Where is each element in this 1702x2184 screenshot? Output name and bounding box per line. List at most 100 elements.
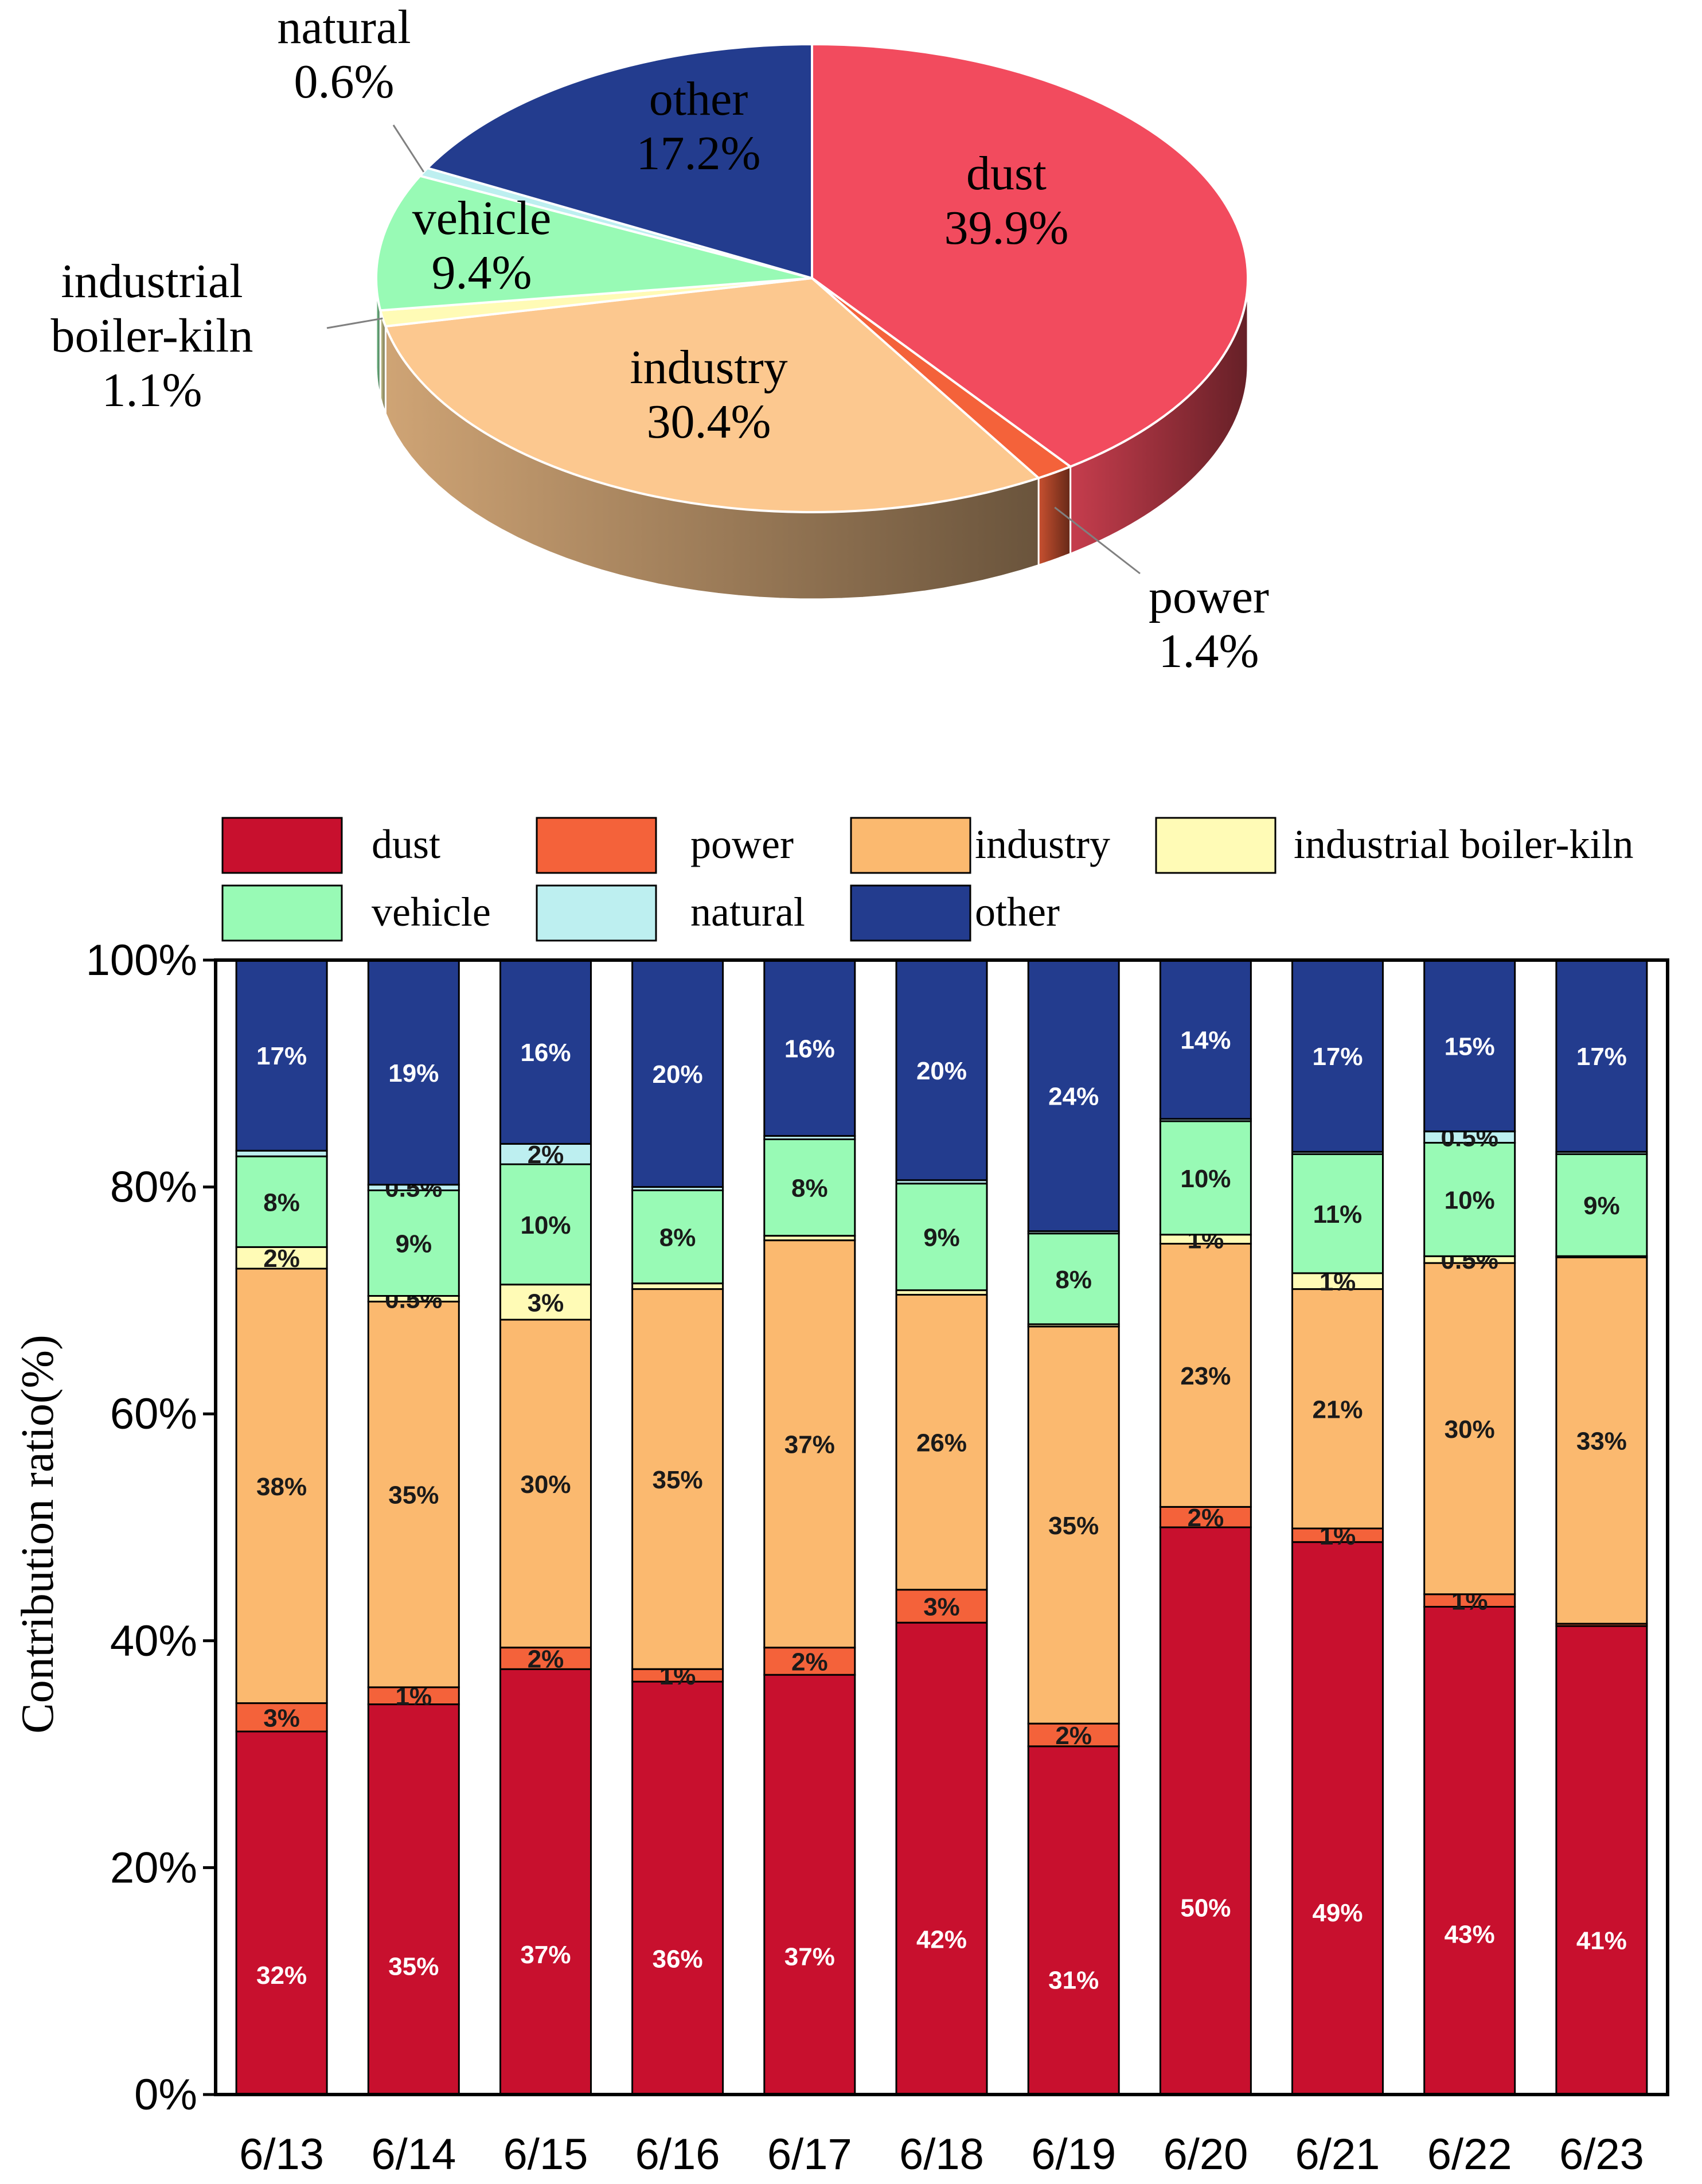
bar-segment-power — [895, 1589, 988, 1624]
data-label-vehicle: 8% — [1055, 1266, 1092, 1294]
y-tick-label: 0% — [134, 2070, 197, 2119]
pie-label-boiler: industrial boiler-kiln 1.1% — [51, 255, 253, 417]
bar-segment-vehicle — [1555, 1153, 1648, 1257]
data-label-dust: 32% — [256, 1961, 307, 1990]
pie-label-power: power 1.4% — [1149, 570, 1269, 678]
bar-segment-vehicle — [235, 1155, 328, 1248]
x-tick-label: 6/17 — [767, 2130, 852, 2179]
legend-label-industry: industry — [975, 821, 1110, 867]
data-label-industry: 35% — [388, 1481, 439, 1510]
bar-segment-power — [235, 1702, 328, 1733]
legend-swatch-boiler — [1155, 817, 1276, 874]
bar-segment-dust — [895, 1621, 988, 2096]
data-label-industry: 30% — [520, 1471, 571, 1499]
bar-segment-industry — [1423, 1262, 1516, 1596]
bar-segment-power — [1159, 1506, 1252, 1528]
x-tick-label: 6/19 — [1031, 2130, 1116, 2179]
bar-segment-other — [1159, 959, 1252, 1120]
legend-swatch-natural — [536, 884, 657, 942]
data-label-dust: 37% — [520, 1941, 571, 1969]
data-label-natural: 2% — [528, 1141, 564, 1169]
pie-label-vehicle: vehicle 9.4% — [412, 192, 552, 299]
bar-segment-vehicle — [1291, 1153, 1384, 1274]
legend-swatch-vehicle — [221, 884, 343, 942]
bar-segment-other — [1423, 959, 1516, 1133]
pie-leader-power — [1054, 506, 1141, 575]
y-axis-title: Contribution ratio(%) — [13, 1335, 63, 1733]
data-label-dust: 49% — [1312, 1899, 1363, 1927]
legend-label-natural: natural — [690, 889, 805, 935]
x-tick-label: 6/15 — [503, 2130, 588, 2179]
data-label-industry: 26% — [916, 1429, 967, 1457]
data-label-other: 20% — [916, 1057, 967, 1085]
data-label-dust: 43% — [1445, 1920, 1495, 1948]
data-label-industry: 38% — [256, 1473, 307, 1501]
pie-label-dust: dust 39.9% — [944, 147, 1069, 255]
bar-segment-other — [367, 959, 460, 1186]
pie-label-other: other 17.2% — [637, 72, 761, 180]
data-label-dust: 36% — [653, 1945, 703, 1973]
bar-segment-dust — [235, 1730, 328, 2096]
x-tick-label: 6/22 — [1427, 2130, 1512, 2179]
legend-label-power: power — [690, 821, 794, 867]
bar-segment-dust — [1291, 1541, 1384, 2096]
x-tick-label: 6/21 — [1295, 2130, 1380, 2179]
bar-segment-vehicle — [631, 1190, 724, 1285]
pie-slice-other — [425, 42, 813, 280]
bar-segment-other — [1555, 959, 1648, 1153]
data-label-other: 15% — [1445, 1032, 1495, 1060]
bar-segment-dust — [499, 1668, 592, 2096]
data-label-dust: 31% — [1048, 1967, 1099, 1995]
bar-segment-dust — [1423, 1606, 1516, 2096]
x-tick-label: 6/18 — [899, 2130, 984, 2179]
pie-label-natural: natural 0.6% — [277, 1, 411, 108]
bar-segment-dust — [1555, 1625, 1648, 2096]
bar-segment-other — [631, 959, 724, 1188]
y-tick-label: 100% — [86, 936, 197, 985]
bar-segment-other — [1027, 959, 1120, 1233]
bar-segment-dust — [1159, 1526, 1252, 2096]
legend-swatch-power — [536, 817, 657, 874]
data-label-dust: 37% — [784, 1943, 835, 1971]
legend-label-dust: dust — [372, 821, 440, 867]
data-label-other: 24% — [1048, 1082, 1099, 1110]
data-label-other: 16% — [520, 1039, 571, 1067]
data-label-power: 3% — [263, 1704, 300, 1732]
bar-segment-industry — [1291, 1288, 1384, 1530]
pie-leader-natural — [392, 124, 425, 173]
data-label-other: 16% — [784, 1035, 835, 1063]
data-label-dust: 35% — [388, 1953, 439, 1981]
data-label-vehicle: 11% — [1313, 1200, 1363, 1228]
bar-segment-dust — [763, 1674, 856, 2096]
bar-segment-power — [1027, 1722, 1120, 1748]
x-tick-label: 6/13 — [239, 2130, 324, 2179]
data-label-boiler: 3% — [528, 1289, 564, 1317]
pie-slice-industry — [384, 276, 1041, 513]
data-label-industry: 23% — [1180, 1362, 1231, 1390]
x-tick-label: 6/14 — [371, 2130, 456, 2179]
data-label-vehicle: 9% — [1583, 1192, 1620, 1220]
data-label-industry: 33% — [1576, 1428, 1627, 1456]
legend-swatch-industry — [850, 817, 971, 874]
y-tick-label: 80% — [110, 1163, 197, 1212]
bar-segment-other — [499, 959, 592, 1145]
y-tick-label: 60% — [110, 1390, 197, 1438]
bar-segment-industry — [1555, 1256, 1648, 1625]
pie-leader-boiler — [326, 317, 383, 329]
plot-frame — [214, 958, 1669, 2096]
data-label-power: 2% — [528, 1645, 564, 1674]
bar-segment-industry — [235, 1268, 328, 1705]
x-tick-label: 6/16 — [635, 2130, 720, 2179]
data-label-boiler: 2% — [263, 1245, 300, 1273]
bar-segment-dust — [631, 1680, 724, 2096]
bar-segment-boiler — [499, 1284, 592, 1321]
data-label-other: 17% — [1576, 1043, 1627, 1071]
bar-segment-dust — [367, 1703, 460, 2096]
bar-segment-vehicle — [1159, 1120, 1252, 1236]
data-label-industry: 37% — [784, 1431, 835, 1459]
data-label-power: 2% — [791, 1648, 828, 1676]
pie-slice-dust — [811, 42, 1250, 468]
bar-segment-power — [499, 1647, 592, 1670]
data-label-power: 2% — [1055, 1722, 1092, 1750]
pie-chart: dust 39.9% industry 30.4% other 17.2% vehicle 9… — [51, 1, 1269, 678]
